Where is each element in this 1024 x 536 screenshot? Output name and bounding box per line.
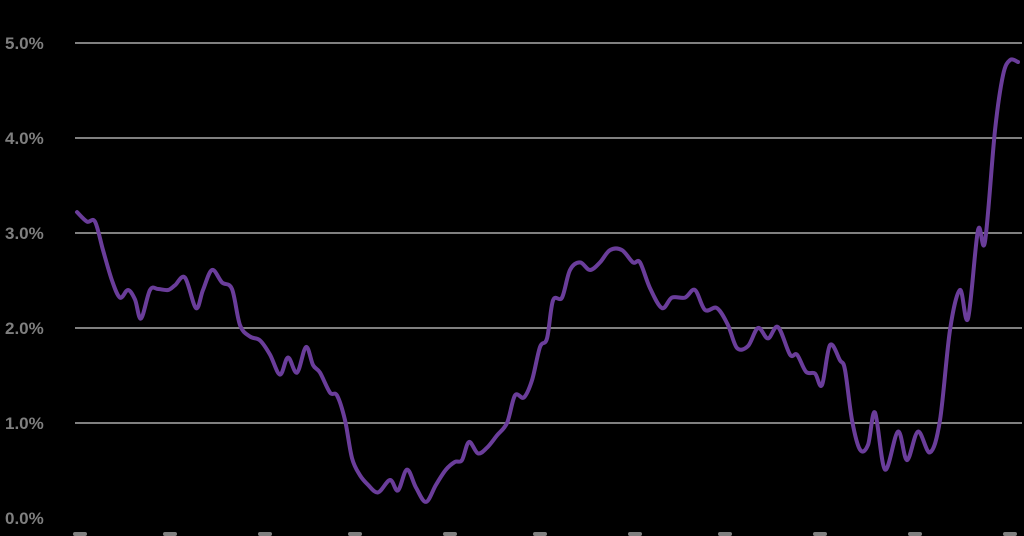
y-tick-label: 2.0% bbox=[5, 319, 44, 338]
gridlines bbox=[75, 42, 1022, 424]
x-tick-label-fragment bbox=[73, 532, 87, 536]
x-tick-label-fragment bbox=[533, 532, 547, 536]
x-tick-label-fragment bbox=[908, 532, 922, 536]
x-tick-label-fragment bbox=[443, 532, 457, 536]
x-tick-label-fragment bbox=[258, 532, 272, 536]
series-layer bbox=[75, 57, 1020, 504]
y-tick-label: 0.0% bbox=[5, 509, 44, 528]
x-tick-label-fragment bbox=[718, 532, 732, 536]
x-tick-label-fragment bbox=[348, 532, 362, 536]
y-tick-label: 3.0% bbox=[5, 224, 44, 243]
y-tick-label: 5.0% bbox=[5, 34, 44, 53]
x-tick-label-fragment bbox=[1003, 532, 1017, 536]
x-tick-label-fragment bbox=[163, 532, 177, 536]
x-tick-label-fragment bbox=[813, 532, 827, 536]
y-tick-label: 1.0% bbox=[5, 414, 44, 433]
y-tick-label: 4.0% bbox=[5, 129, 44, 148]
x-tick-label-fragment bbox=[628, 532, 642, 536]
y-axis: 0.0% 1.0% 2.0% 3.0% 4.0% 5.0% bbox=[5, 34, 1017, 536]
series-line bbox=[75, 57, 1020, 504]
